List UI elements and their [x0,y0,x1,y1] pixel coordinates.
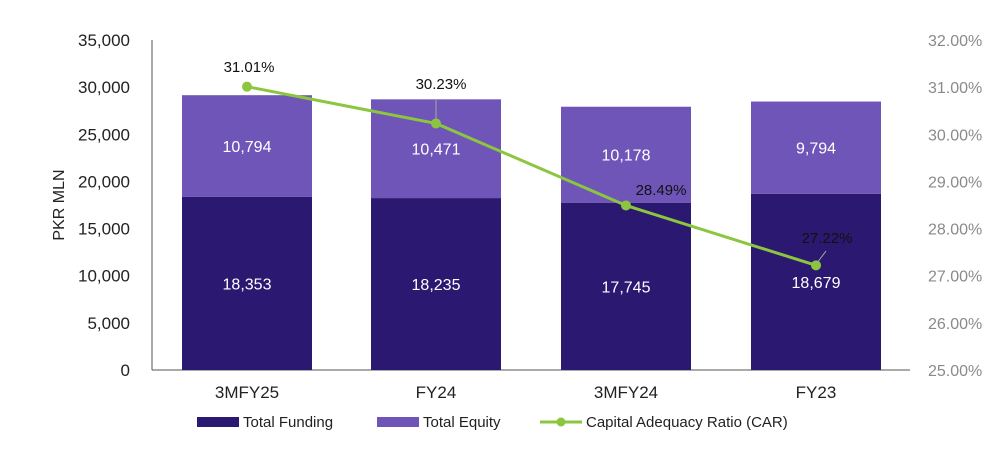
legend-label-car: Capital Adequacy Ratio (CAR) [586,414,788,431]
x-tick-label: FY24 [416,383,457,402]
y-tick-label: 15,000 [78,220,130,239]
labels: 18,353 10,794 18,235 10,471 17,745 10,178 18,6… [223,59,853,296]
data-label-total-funding: 18,353 [223,276,272,293]
x-tick-label: 3MFY25 [215,383,279,402]
bar-total-equity [182,95,312,197]
x-tick-label: 3MFY24 [594,383,658,402]
y-tick-label: 0 [121,361,130,380]
y-tick-label: 30,000 [78,78,130,97]
car-point [242,81,252,92]
data-label-total-funding: 17,745 [602,279,651,296]
data-label-car: 27.22% [802,230,853,247]
data-label-total-equity: 10,471 [412,142,461,159]
car-point [431,118,441,129]
car-point [811,260,821,271]
bar-total-equity [751,101,881,194]
data-label-car: 31.01% [224,59,275,76]
bar-total-funding [371,198,501,370]
legend-label-total-equity: Total Equity [423,414,501,431]
x-tick-label: FY23 [796,383,837,402]
data-label-total-equity: 10,794 [223,139,272,156]
y-tick-label: 35,000 [78,31,130,50]
data-label-car: 28.49% [636,182,687,199]
legend-label-total-funding: Total Funding [243,414,333,431]
legend-swatch-car-marker [556,417,566,427]
y2-tick-label: 30.00% [928,127,982,144]
legend-swatch-total-equity [377,417,419,427]
y2-tick-label: 29.00% [928,174,982,191]
y-tick-label: 20,000 [78,172,130,191]
y-tick-label: 10,000 [78,267,130,286]
y2-tick-label: 27.00% [928,269,982,286]
car-line [242,81,821,271]
axes: 0 5,000 10,000 15,000 20,000 25,000 30,000 35,0… [51,31,982,402]
data-label-total-funding: 18,235 [412,277,461,294]
legend-swatch-total-funding [197,417,239,427]
y2-tick-label: 28.00% [928,222,982,239]
car-label-leader [816,250,827,264]
data-label-total-funding: 18,679 [792,275,841,292]
data-label-total-equity: 9,794 [796,141,836,158]
y-tick-label: 25,000 [78,125,130,144]
legend: Total Funding Total Equity Capital Adequac… [197,414,788,431]
car-point [621,200,631,211]
y2-tick-label: 26.00% [928,316,982,333]
car-line-path [246,85,817,267]
y2-tick-label: 32.00% [928,33,982,50]
data-label-total-equity: 10,178 [602,148,651,165]
y-tick-label: 5,000 [87,314,130,333]
bars [182,95,881,370]
y2-tick-label: 25.00% [928,363,982,380]
data-label-car: 30.23% [416,76,467,93]
y2-tick-label: 31.00% [928,80,982,97]
bar-total-funding [751,193,881,370]
bar-total-funding [561,202,691,370]
y-axis-title: PKR MLN [51,169,68,240]
bar-total-funding [182,196,312,370]
